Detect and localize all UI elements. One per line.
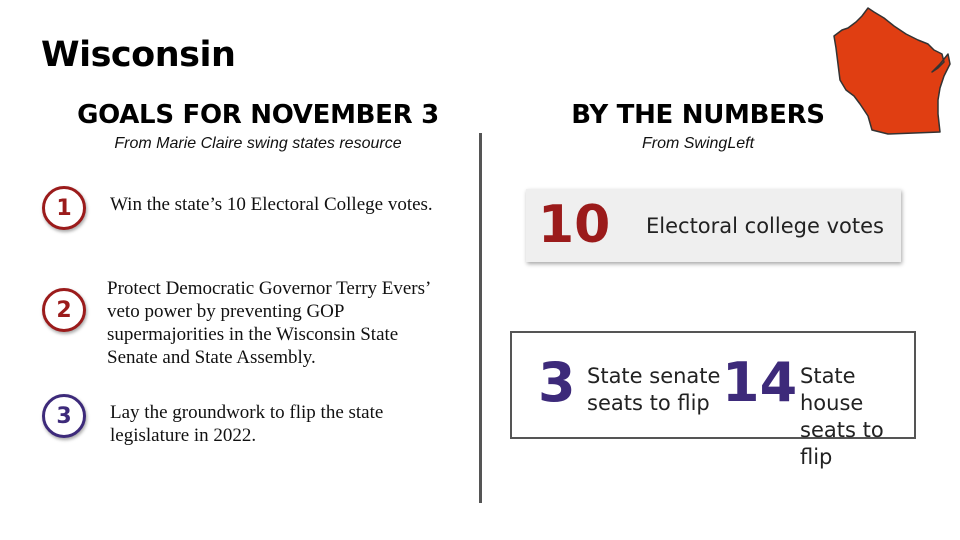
house-seats-label-line2: seats to flip [800,418,884,469]
electoral-votes-value: 10 [538,195,611,255]
legislature-seats-card: 3 State senate seats to flip 14 State ho… [510,331,916,469]
numbers-heading: BY THE NUMBERS [571,100,825,130]
goal-1-number-badge: 1 [42,186,86,230]
house-seats-value: 14 [722,351,798,414]
goal-3-number-badge: 3 [42,394,86,438]
column-divider [479,133,482,503]
goal-2-number-badge: 2 [42,288,86,332]
goal-1-text: Win the state’s 10 Electoral College vot… [110,194,433,215]
electoral-votes-label: Electoral college votes [646,214,884,238]
goals-heading: GOALS FOR NOVEMBER 3 [77,100,439,130]
page-title: Wisconsin [41,35,236,75]
senate-seats-value: 3 [538,351,576,414]
senate-seats-label-line2: seats to flip [587,391,710,415]
numbers-source: From SwingLeft [641,135,755,152]
goal-2-text: Protect Democratic Governor Terry Evers’… [107,278,430,368]
goals-source: From Marie Claire swing states resource [114,135,402,152]
wisconsin-map-icon [833,7,951,135]
senate-seats-label: State senate seats to flip [587,363,720,417]
senate-seats-label-line1: State senate [587,364,721,388]
goal-3-text: Lay the groundwork to flip the state leg… [110,402,384,446]
house-seats-label: State house seats to flip [800,363,914,471]
house-seats-label-line1: State house [800,364,864,415]
electoral-votes-card: 10 Electoral college votes [526,189,901,262]
